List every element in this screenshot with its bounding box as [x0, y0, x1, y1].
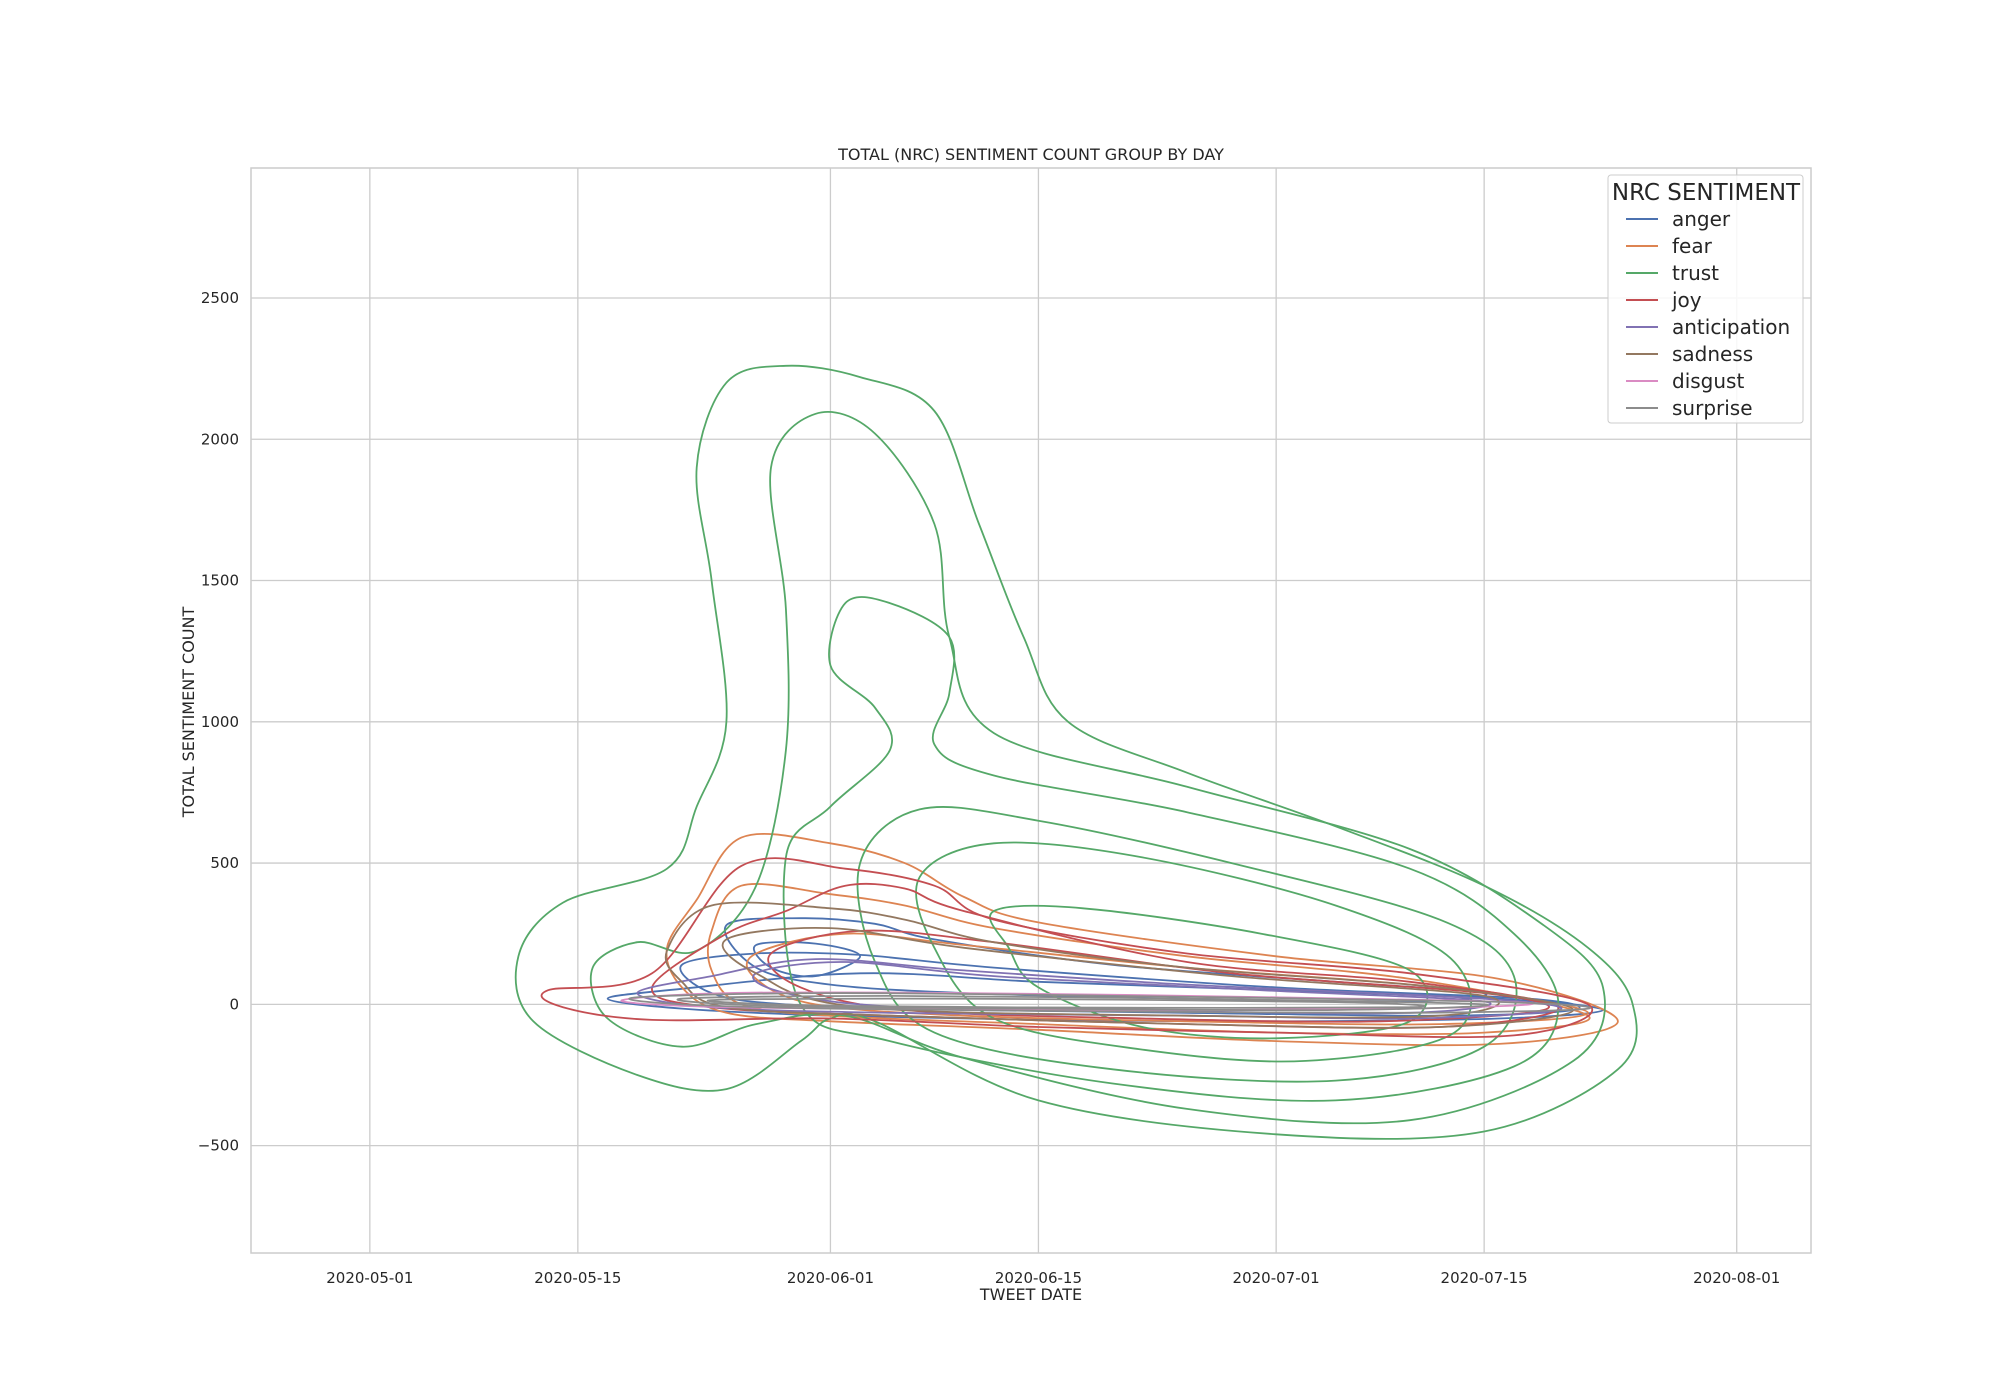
contour-joy [540, 857, 1594, 1039]
legend-title: NRC SENTIMENT [1612, 180, 1801, 206]
plot-frame [250, 167, 1812, 1254]
contour-anger [753, 941, 861, 978]
x-tick-label: 2020-05-15 [534, 1269, 621, 1287]
y-tick-label: 500 [210, 854, 239, 872]
y-axis: −500 0 500 1000 1500 2000 2500 [198, 289, 239, 1155]
y-tick-label: 1000 [201, 713, 239, 731]
legend-frame [1607, 174, 1804, 424]
legend-label-anticipation: anticipation [1672, 315, 1790, 339]
y-tick-label: 0 [229, 995, 239, 1013]
contour-fear [745, 932, 1589, 1026]
contour-surprise [706, 997, 1426, 1009]
contour-fear [706, 883, 1591, 1036]
x-tick-label: 2020-07-01 [1233, 1269, 1320, 1287]
y-axis-label: TOTAL SENTIMENT COUNT [179, 607, 198, 819]
legend-label-trust: trust [1672, 261, 1719, 285]
y-tick-label: 1500 [201, 572, 239, 590]
contour-surprise [676, 995, 1489, 1012]
legend-label-disgust: disgust [1672, 369, 1744, 393]
series-fear [665, 832, 1619, 1047]
contour-trust [782, 596, 1560, 1102]
contour-anticipation [636, 958, 1563, 1020]
y-tick-label: 2000 [201, 430, 239, 448]
x-tick-label: 2020-06-15 [995, 1269, 1082, 1287]
gridlines [251, 168, 1811, 1253]
x-tick-label: 2020-05-01 [326, 1269, 413, 1287]
y-tick-label: −500 [198, 1137, 239, 1155]
contour-surprise [628, 992, 1592, 1014]
y-tick-label: 2500 [201, 289, 239, 307]
legend-label-anger: anger [1672, 207, 1731, 231]
x-tick-label: 2020-07-15 [1441, 1269, 1528, 1287]
x-axis: 2020-05-01 2020-05-15 2020-06-01 2020-06-15… [326, 1269, 1780, 1287]
legend: NRC SENTIMENT anger fear trust joy anticipat… [1607, 174, 1804, 424]
legend-label-surprise: surprise [1672, 396, 1753, 420]
contour-trust [856, 806, 1518, 1083]
series-surprise [628, 992, 1592, 1014]
legend-label-sadness: sadness [1672, 342, 1753, 366]
legend-items: anger fear trust joy anticipation sadness disg… [1626, 207, 1790, 420]
chart-title: TOTAL (NRC) SENTIMENT COUNT GROUP BY DAY [837, 145, 1224, 164]
x-tick-label: 2020-08-01 [1693, 1269, 1780, 1287]
x-tick-label: 2020-06-01 [787, 1269, 874, 1287]
legend-label-fear: fear [1672, 234, 1713, 258]
plot-area [514, 364, 1638, 1140]
contour-trust [589, 411, 1606, 1125]
legend-label-joy: joy [1671, 288, 1702, 312]
contour-fear [665, 832, 1619, 1047]
x-axis-label: TWEET DATE [979, 1285, 1082, 1304]
